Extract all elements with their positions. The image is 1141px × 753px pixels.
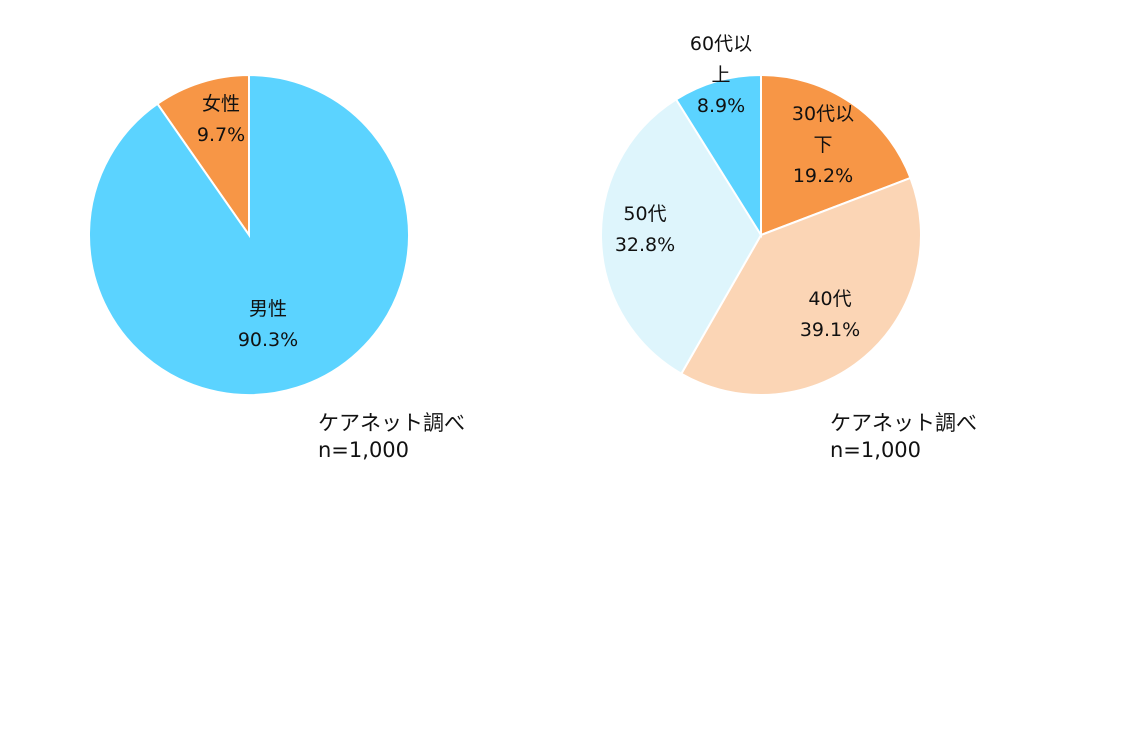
slice-value-label: 90.3% [238, 329, 298, 351]
slice-category-label: 30代以 [792, 103, 854, 125]
sample-size: n=1,000 [318, 438, 410, 463]
slice-value-label: 9.7% [197, 124, 245, 146]
slice-category-label: 40代 [808, 288, 851, 310]
age-chart-source: ケアネット調べ n=1,000 [830, 410, 977, 465]
pie-slice [679, 176, 922, 396]
slice-value-label: 19.2% [793, 165, 853, 187]
gender-chart-source: ケアネット調べ n=1,000 [318, 410, 465, 465]
slice-value-label: 32.8% [615, 234, 675, 256]
slice-category-label: 上 [711, 64, 730, 86]
slice-category-label: 60代以 [690, 33, 752, 55]
sample-size: n=1,000 [830, 438, 922, 463]
slice-value-label: 39.1% [800, 319, 860, 341]
slice-value-label: 8.9% [697, 95, 745, 117]
pie-slice [156, 73, 250, 239]
source-credit: ケアネット調べ [830, 411, 977, 435]
gender-pie-chart: 女性 9.7% 男性 90.3% [88, 73, 410, 396]
slice-category-label: 女性 [202, 93, 240, 115]
source-credit: ケアネット調べ [318, 411, 465, 435]
slice-category-label: 下 [813, 134, 832, 156]
pie-slice [600, 97, 763, 376]
slice-category-label: 男性 [249, 298, 287, 320]
pie-slice [760, 73, 912, 237]
pie-slice [674, 73, 762, 239]
pie-slice [88, 73, 410, 396]
slice-category-label: 50代 [623, 203, 666, 225]
